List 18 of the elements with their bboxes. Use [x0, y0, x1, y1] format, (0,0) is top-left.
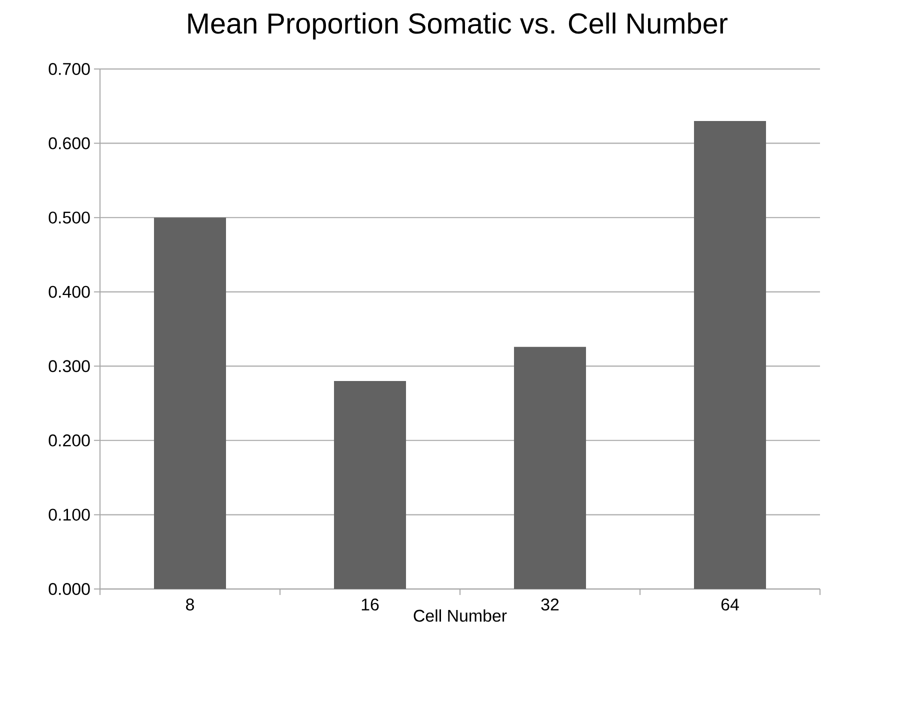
bar [514, 346, 586, 589]
x-tick-label: 64 [721, 598, 739, 611]
y-tick-label: 0.400 [48, 286, 90, 298]
bar [154, 218, 226, 589]
y-tick-label: 0.100 [48, 508, 90, 521]
x-tick-label: 8 [186, 598, 194, 611]
y-tick-label: 0.000 [48, 583, 90, 595]
x-tick-label: 16 [362, 598, 379, 611]
chart-title: Mean Proportion Somatic vs. Cell Number [188, 12, 728, 40]
bar [334, 381, 406, 589]
y-tick-label: 0.500 [48, 212, 90, 224]
y-tick-label: 0.300 [48, 360, 90, 372]
x-axis-title: Cell Number [414, 609, 507, 622]
x-tick-label: 32 [541, 598, 559, 611]
y-tick-label: 0.700 [48, 63, 90, 75]
y-tick-label: 0.200 [48, 434, 90, 446]
bar [694, 120, 766, 589]
y-tick-label: 0.600 [48, 137, 90, 150]
